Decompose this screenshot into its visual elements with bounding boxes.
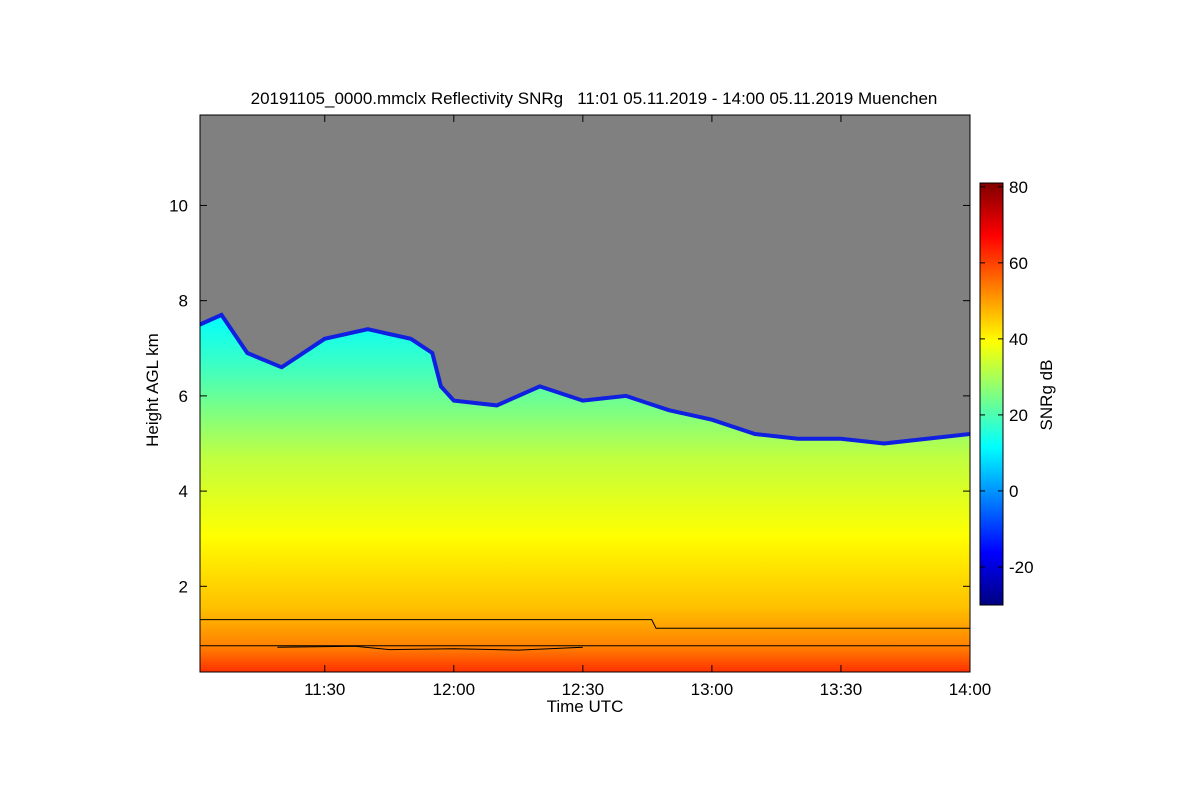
y-tick-label: 8	[179, 292, 188, 311]
y-axis-label: Height AGL km	[143, 333, 162, 447]
x-tick-label: 13:00	[691, 680, 734, 699]
overlay-line-1	[200, 619, 970, 629]
colorbar-tick-label: 60	[1009, 254, 1028, 273]
y-tick-label: 10	[169, 196, 188, 215]
x-axis: 11:30 12:00 12:30 13:00 13:30 14:00	[304, 115, 991, 699]
colorbar-tick-label: 0	[1009, 482, 1018, 501]
colorbar-tick-label: 80	[1009, 178, 1028, 197]
colorbar: -20 0 20 40 60 80 SNRg dB	[979, 178, 1056, 606]
x-tick-label: 14:00	[949, 680, 992, 699]
x-tick-label: 11:30	[304, 680, 345, 699]
plot-area	[200, 115, 970, 672]
x-tick-label: 12:30	[562, 680, 605, 699]
colorbar-tick-label: 40	[1009, 330, 1028, 349]
y-tick-label: 2	[179, 577, 188, 596]
x-tick-label: 12:00	[433, 680, 476, 699]
colorbar-tick-label: 20	[1009, 406, 1028, 425]
echo-field	[200, 314, 970, 672]
x-tick-label: 13:30	[820, 680, 863, 699]
plot-frame	[199, 114, 971, 673]
chart-title: 20191105_0000.mmclx Reflectivity SNRg 11…	[251, 89, 938, 108]
colorbar-tick-label: -20	[1009, 558, 1034, 577]
colorbar-gradient	[979, 182, 1004, 606]
y-tick-label: 4	[179, 482, 188, 501]
y-axis: 2 4 6 8 10	[169, 196, 970, 596]
echo-top-edge	[200, 312, 970, 446]
overlay-line-3	[277, 645, 583, 651]
overlay-lines	[200, 619, 970, 651]
colorbar-label: SNRg dB	[1037, 360, 1056, 431]
x-axis-label: Time UTC	[547, 697, 624, 716]
y-tick-label: 6	[179, 387, 188, 406]
colorbar-ticks: -20 0 20 40 60 80	[980, 178, 1034, 577]
